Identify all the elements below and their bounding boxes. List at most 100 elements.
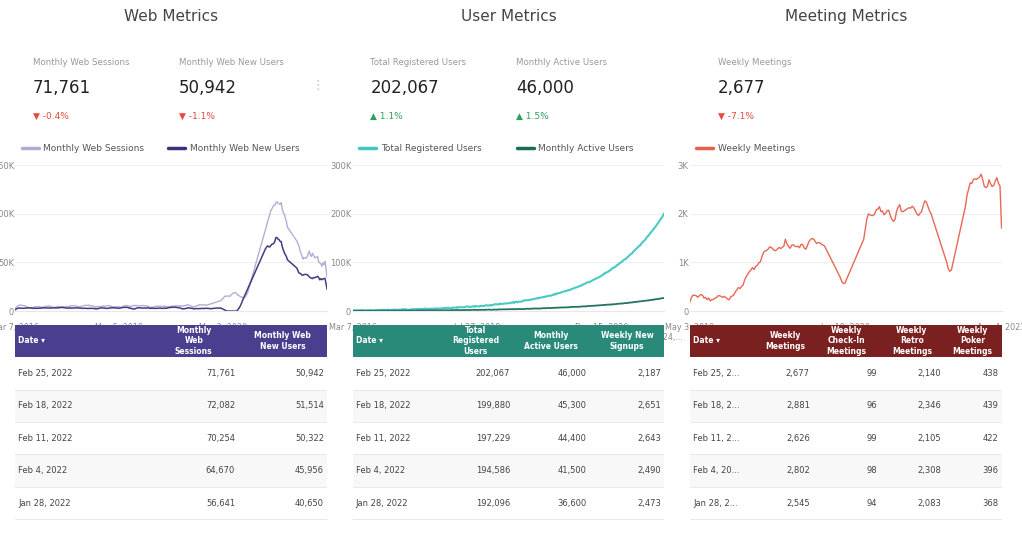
Text: Weekly Meetings: Weekly Meetings <box>717 58 791 68</box>
Text: Nov 25, 2019: Nov 25, 2019 <box>741 333 794 342</box>
Text: 2,140: 2,140 <box>917 369 941 378</box>
Text: 194,586: 194,586 <box>475 466 510 475</box>
Text: 56,641: 56,641 <box>206 499 235 507</box>
FancyBboxPatch shape <box>15 454 327 487</box>
FancyBboxPatch shape <box>690 390 1002 422</box>
Text: 50,942: 50,942 <box>295 369 324 378</box>
Text: Weekly
Poker
Meetings: Weekly Poker Meetings <box>953 326 992 356</box>
Text: ⋮: ⋮ <box>312 78 324 92</box>
Text: 202,067: 202,067 <box>475 369 510 378</box>
Text: May 17, 2017: May 17, 2017 <box>387 333 443 342</box>
Text: Feb 4, 2022: Feb 4, 2022 <box>356 466 405 475</box>
FancyBboxPatch shape <box>880 325 944 357</box>
Text: 2,346: 2,346 <box>917 401 941 410</box>
Text: Monthly
Active Users: Monthly Active Users <box>524 331 578 351</box>
FancyBboxPatch shape <box>353 487 664 519</box>
Text: Weekly Meetings: Weekly Meetings <box>717 144 795 153</box>
Text: ▼ -1.1%: ▼ -1.1% <box>179 112 216 121</box>
Text: 71,761: 71,761 <box>205 369 235 378</box>
Text: Monthly Web
New Users: Monthly Web New Users <box>254 331 311 351</box>
Text: 40,650: 40,650 <box>295 499 324 507</box>
FancyBboxPatch shape <box>590 325 664 357</box>
Text: 2,643: 2,643 <box>638 434 661 443</box>
Text: Mar 7, 2016: Mar 7, 2016 <box>329 323 376 332</box>
Text: 50,322: 50,322 <box>295 434 324 443</box>
FancyBboxPatch shape <box>353 325 438 357</box>
Text: Weekly
Meetings: Weekly Meetings <box>765 331 805 351</box>
Text: Monthly Web Sessions: Monthly Web Sessions <box>33 58 130 68</box>
Text: 98: 98 <box>867 466 877 475</box>
FancyBboxPatch shape <box>15 422 327 454</box>
Text: Total Registered Users: Total Registered Users <box>370 58 466 68</box>
Text: Total
Registered
Users: Total Registered Users <box>452 326 500 356</box>
Text: User Metrics: User Metrics <box>461 9 556 24</box>
Text: 2,187: 2,187 <box>638 369 661 378</box>
FancyBboxPatch shape <box>812 325 880 357</box>
Text: Feb 18, 2...: Feb 18, 2... <box>693 401 740 410</box>
FancyBboxPatch shape <box>15 390 327 422</box>
Text: Weekly
Check-In
Meetings: Weekly Check-In Meetings <box>827 326 867 356</box>
Text: Web Metrics: Web Metrics <box>124 9 219 24</box>
Text: Date ▾: Date ▾ <box>693 337 719 345</box>
FancyBboxPatch shape <box>690 422 1002 454</box>
Text: 64,670: 64,670 <box>205 466 235 475</box>
FancyBboxPatch shape <box>513 325 590 357</box>
Text: 2,677: 2,677 <box>717 79 765 97</box>
Text: Mar 2, 2020: Mar 2, 2020 <box>199 323 247 332</box>
Text: Mar 1, 2021: Mar 1, 2021 <box>251 333 298 342</box>
Text: Aug 4, 2021: Aug 4, 2021 <box>977 323 1022 332</box>
Text: 2,105: 2,105 <box>917 434 941 443</box>
FancyBboxPatch shape <box>353 390 664 422</box>
Text: Date ▾: Date ▾ <box>18 337 45 345</box>
Text: Total Registered Users: Total Registered Users <box>380 144 481 153</box>
Text: 2,308: 2,308 <box>917 466 941 475</box>
Text: 2,651: 2,651 <box>638 401 661 410</box>
Text: Jul 27, 2018: Jul 27, 2018 <box>454 323 501 332</box>
Text: 2,626: 2,626 <box>786 434 809 443</box>
Text: Weekly New
Signups: Weekly New Signups <box>601 331 653 351</box>
Text: 44,400: 44,400 <box>557 434 587 443</box>
Text: Feb 25, 2022: Feb 25, 2022 <box>356 369 410 378</box>
Text: Feb 24,...: Feb 24,... <box>646 333 683 342</box>
Text: Feb 18, 2022: Feb 18, 2022 <box>18 401 73 410</box>
Text: 41,500: 41,500 <box>557 466 587 475</box>
Text: Jun 18, 2020: Jun 18, 2020 <box>821 323 871 332</box>
FancyBboxPatch shape <box>690 357 1002 390</box>
FancyBboxPatch shape <box>15 325 149 357</box>
Text: 46,000: 46,000 <box>557 369 587 378</box>
Text: Date ▾: Date ▾ <box>356 337 382 345</box>
Text: Monthly Web New Users: Monthly Web New Users <box>190 144 299 153</box>
Text: Feb 25, 2...: Feb 25, 2... <box>693 369 740 378</box>
Text: Mar 6, 2017: Mar 6, 2017 <box>44 333 91 342</box>
Text: Monthly Active Users: Monthly Active Users <box>516 58 607 68</box>
Text: Feb 4, 2022: Feb 4, 2022 <box>18 466 67 475</box>
Text: Mar 4, 2019: Mar 4, 2019 <box>147 333 195 342</box>
Text: 99: 99 <box>867 434 877 443</box>
Text: Mar 5, 2018: Mar 5, 2018 <box>95 323 143 332</box>
Text: 422: 422 <box>983 434 998 443</box>
Text: 50,942: 50,942 <box>179 79 237 97</box>
Text: May 3, 2019: May 3, 2019 <box>665 323 714 332</box>
Text: Monthly Web Sessions: Monthly Web Sessions <box>43 144 144 153</box>
Text: Mar 7, 2016: Mar 7, 2016 <box>0 323 39 332</box>
Text: 396: 396 <box>982 466 998 475</box>
Text: Monthly Active Users: Monthly Active Users <box>539 144 634 153</box>
Text: Feb 11, 2...: Feb 11, 2... <box>693 434 740 443</box>
Text: Jan 28, 2022: Jan 28, 2022 <box>356 499 408 507</box>
Text: ▲ 1.5%: ▲ 1.5% <box>516 112 549 121</box>
FancyBboxPatch shape <box>238 325 327 357</box>
FancyBboxPatch shape <box>690 325 758 357</box>
FancyBboxPatch shape <box>15 487 327 519</box>
FancyBboxPatch shape <box>353 422 664 454</box>
Text: ▼ -7.1%: ▼ -7.1% <box>717 112 753 121</box>
Text: Feb 18, 2022: Feb 18, 2022 <box>356 401 410 410</box>
Text: Monthly Web New Users: Monthly Web New Users <box>179 58 284 68</box>
Text: 2,473: 2,473 <box>638 499 661 507</box>
Text: 72,082: 72,082 <box>206 401 235 410</box>
FancyBboxPatch shape <box>353 454 664 487</box>
Text: 71,761: 71,761 <box>33 79 91 97</box>
Text: Weekly
Retro
Meetings: Weekly Retro Meetings <box>892 326 932 356</box>
FancyBboxPatch shape <box>690 487 1002 519</box>
Text: 2,677: 2,677 <box>786 369 809 378</box>
Text: 96: 96 <box>867 401 877 410</box>
